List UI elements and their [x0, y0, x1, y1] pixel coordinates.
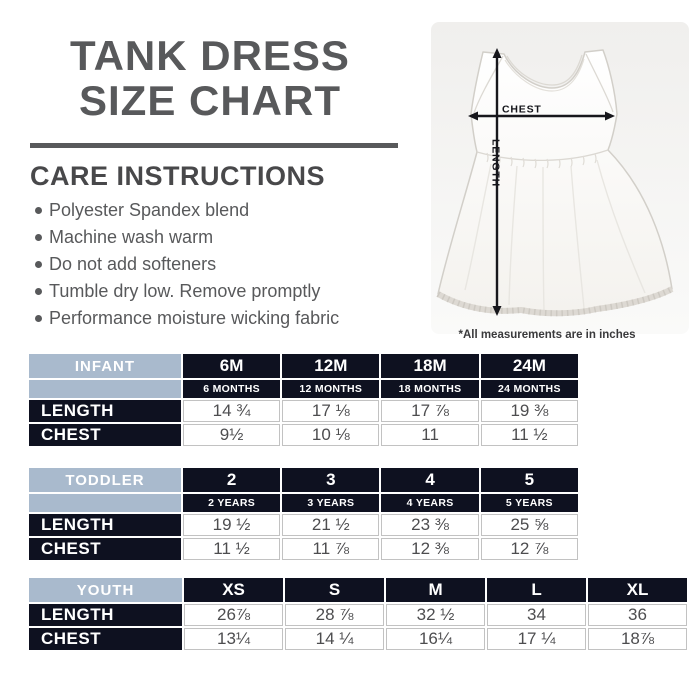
chest-measure-label: CHEST [502, 104, 542, 116]
measurement-value: 14 ¼ [285, 628, 385, 650]
row-label-chest: CHEST [29, 424, 181, 446]
length-measure-label: LENGTH [490, 139, 502, 187]
length-arrowhead-bottom [492, 306, 502, 316]
care-item: Tumble dry low. Remove promptly [30, 278, 422, 305]
measurement-value: 19 ½ [182, 514, 281, 536]
measurement-value: 36 [588, 604, 687, 626]
page-title: TANK DRESS SIZE CHART [10, 33, 410, 123]
page-title-line2: SIZE CHART [79, 77, 341, 124]
size-column-header: S [285, 578, 385, 602]
table-row: CHEST 13¼ 14 ¼ 16¼ 17 ¼ 18⅞ [29, 628, 687, 650]
measurement-value: 32 ½ [386, 604, 486, 626]
measurement-value: 11 ½ [480, 424, 578, 446]
group-header-pad [29, 380, 181, 398]
title-divider [30, 143, 398, 148]
size-subheader: 18 MONTHS [381, 380, 479, 398]
care-item: Performance moisture wicking fabric [30, 305, 422, 332]
size-column-header: 3 [282, 468, 380, 492]
size-subheader: 3 YEARS [282, 494, 380, 512]
table-row: LENGTH 26⅞ 28 ⅞ 32 ½ 34 36 [29, 604, 687, 626]
group-header-pad [29, 494, 181, 512]
measurement-value: 11 ½ [182, 538, 281, 560]
size-column-header: 6M [182, 354, 281, 378]
size-column-header: 4 [381, 468, 479, 492]
measurement-value: 26⅞ [184, 604, 284, 626]
table-row: CHEST 9½ 10 ⅛ 11 11 ½ [29, 424, 578, 446]
size-column-header: 12M [282, 354, 380, 378]
group-header-youth: YOUTH [29, 578, 183, 602]
measurement-value: 9½ [182, 424, 281, 446]
table-row: INFANT 6M 12M 18M 24M [29, 354, 578, 378]
measurement-value: 10 ⅛ [282, 424, 380, 446]
table-row: YOUTH XS S M L XL [29, 578, 687, 602]
measurement-value: 11 [381, 424, 479, 446]
measurement-value: 12 ⅞ [480, 538, 578, 560]
measurement-value: 34 [487, 604, 586, 626]
toddler-size-table: TODDLER 2 3 4 5 2 YEARS 3 YEARS 4 YEARS … [27, 466, 580, 562]
tank-dress-illustration: CHEST LENGTH *All measurements are in in… [431, 22, 689, 341]
table-row: TODDLER 2 3 4 5 [29, 468, 578, 492]
length-arrowhead-top [492, 48, 502, 58]
measurements-note: *All measurements are in inches [458, 329, 635, 341]
measurement-value: 13¼ [184, 628, 284, 650]
measurement-value: 28 ⅞ [285, 604, 385, 626]
row-label-length: LENGTH [29, 400, 181, 422]
table-row: CHEST 11 ½ 11 ⅞ 12 ⅜ 12 ⅞ [29, 538, 578, 560]
care-instructions-heading: CARE INSTRUCTIONS [30, 161, 326, 191]
size-column-header: XL [588, 578, 687, 602]
measurement-value: 17 ⅛ [282, 400, 380, 422]
table-row: 6 MONTHS 12 MONTHS 18 MONTHS 24 MONTHS [29, 380, 578, 398]
chest-arrowhead-left [468, 111, 478, 121]
infant-size-table: INFANT 6M 12M 18M 24M 6 MONTHS 12 MONTHS… [27, 352, 580, 448]
table-row: 2 YEARS 3 YEARS 4 YEARS 5 YEARS [29, 494, 578, 512]
measurement-value: 16¼ [386, 628, 486, 650]
size-column-header: M [386, 578, 486, 602]
chest-arrowhead-right [605, 111, 615, 121]
size-subheader: 5 YEARS [480, 494, 578, 512]
size-subheader: 12 MONTHS [282, 380, 380, 398]
measurement-value: 14 ¾ [182, 400, 281, 422]
dress-measurement-diagram: CHEST LENGTH *All measurements are in in… [425, 22, 695, 347]
group-header-infant: INFANT [29, 354, 181, 378]
measurement-value: 19 ⅜ [480, 400, 578, 422]
size-column-header: XS [184, 578, 284, 602]
size-column-header: L [487, 578, 586, 602]
measurement-value: 12 ⅜ [381, 538, 479, 560]
measurement-value: 18⅞ [588, 628, 687, 650]
measurement-value: 23 ⅜ [381, 514, 479, 536]
youth-size-table: YOUTH XS S M L XL LENGTH 26⅞ 28 ⅞ 32 ½ 3… [27, 576, 689, 652]
measurement-value: 11 ⅞ [282, 538, 380, 560]
page-title-line1: TANK DRESS [70, 32, 350, 79]
measurement-value: 25 ⅝ [480, 514, 578, 536]
size-column-header: 2 [182, 468, 281, 492]
table-row: LENGTH 14 ¾ 17 ⅛ 17 ⅞ 19 ⅜ [29, 400, 578, 422]
care-item: Do not add softeners [30, 251, 422, 278]
size-subheader: 2 YEARS [182, 494, 281, 512]
table-row: LENGTH 19 ½ 21 ½ 23 ⅜ 25 ⅝ [29, 514, 578, 536]
size-subheader: 4 YEARS [381, 494, 479, 512]
measurement-value: 17 ¼ [487, 628, 586, 650]
measurement-value: 17 ⅞ [381, 400, 479, 422]
size-column-header: 18M [381, 354, 479, 378]
row-label-length: LENGTH [29, 604, 183, 626]
size-subheader: 6 MONTHS [182, 380, 281, 398]
measurement-value: 21 ½ [282, 514, 380, 536]
row-label-length: LENGTH [29, 514, 181, 536]
size-column-header: 5 [480, 468, 578, 492]
row-label-chest: CHEST [29, 538, 181, 560]
row-label-chest: CHEST [29, 628, 183, 650]
group-header-toddler: TODDLER [29, 468, 181, 492]
care-instructions-list: Polyester Spandex blend Machine wash war… [30, 197, 422, 332]
measurement-arrows [468, 48, 615, 316]
size-subheader: 24 MONTHS [480, 380, 578, 398]
care-item: Machine wash warm [30, 224, 422, 251]
size-column-header: 24M [480, 354, 578, 378]
care-item: Polyester Spandex blend [30, 197, 422, 224]
